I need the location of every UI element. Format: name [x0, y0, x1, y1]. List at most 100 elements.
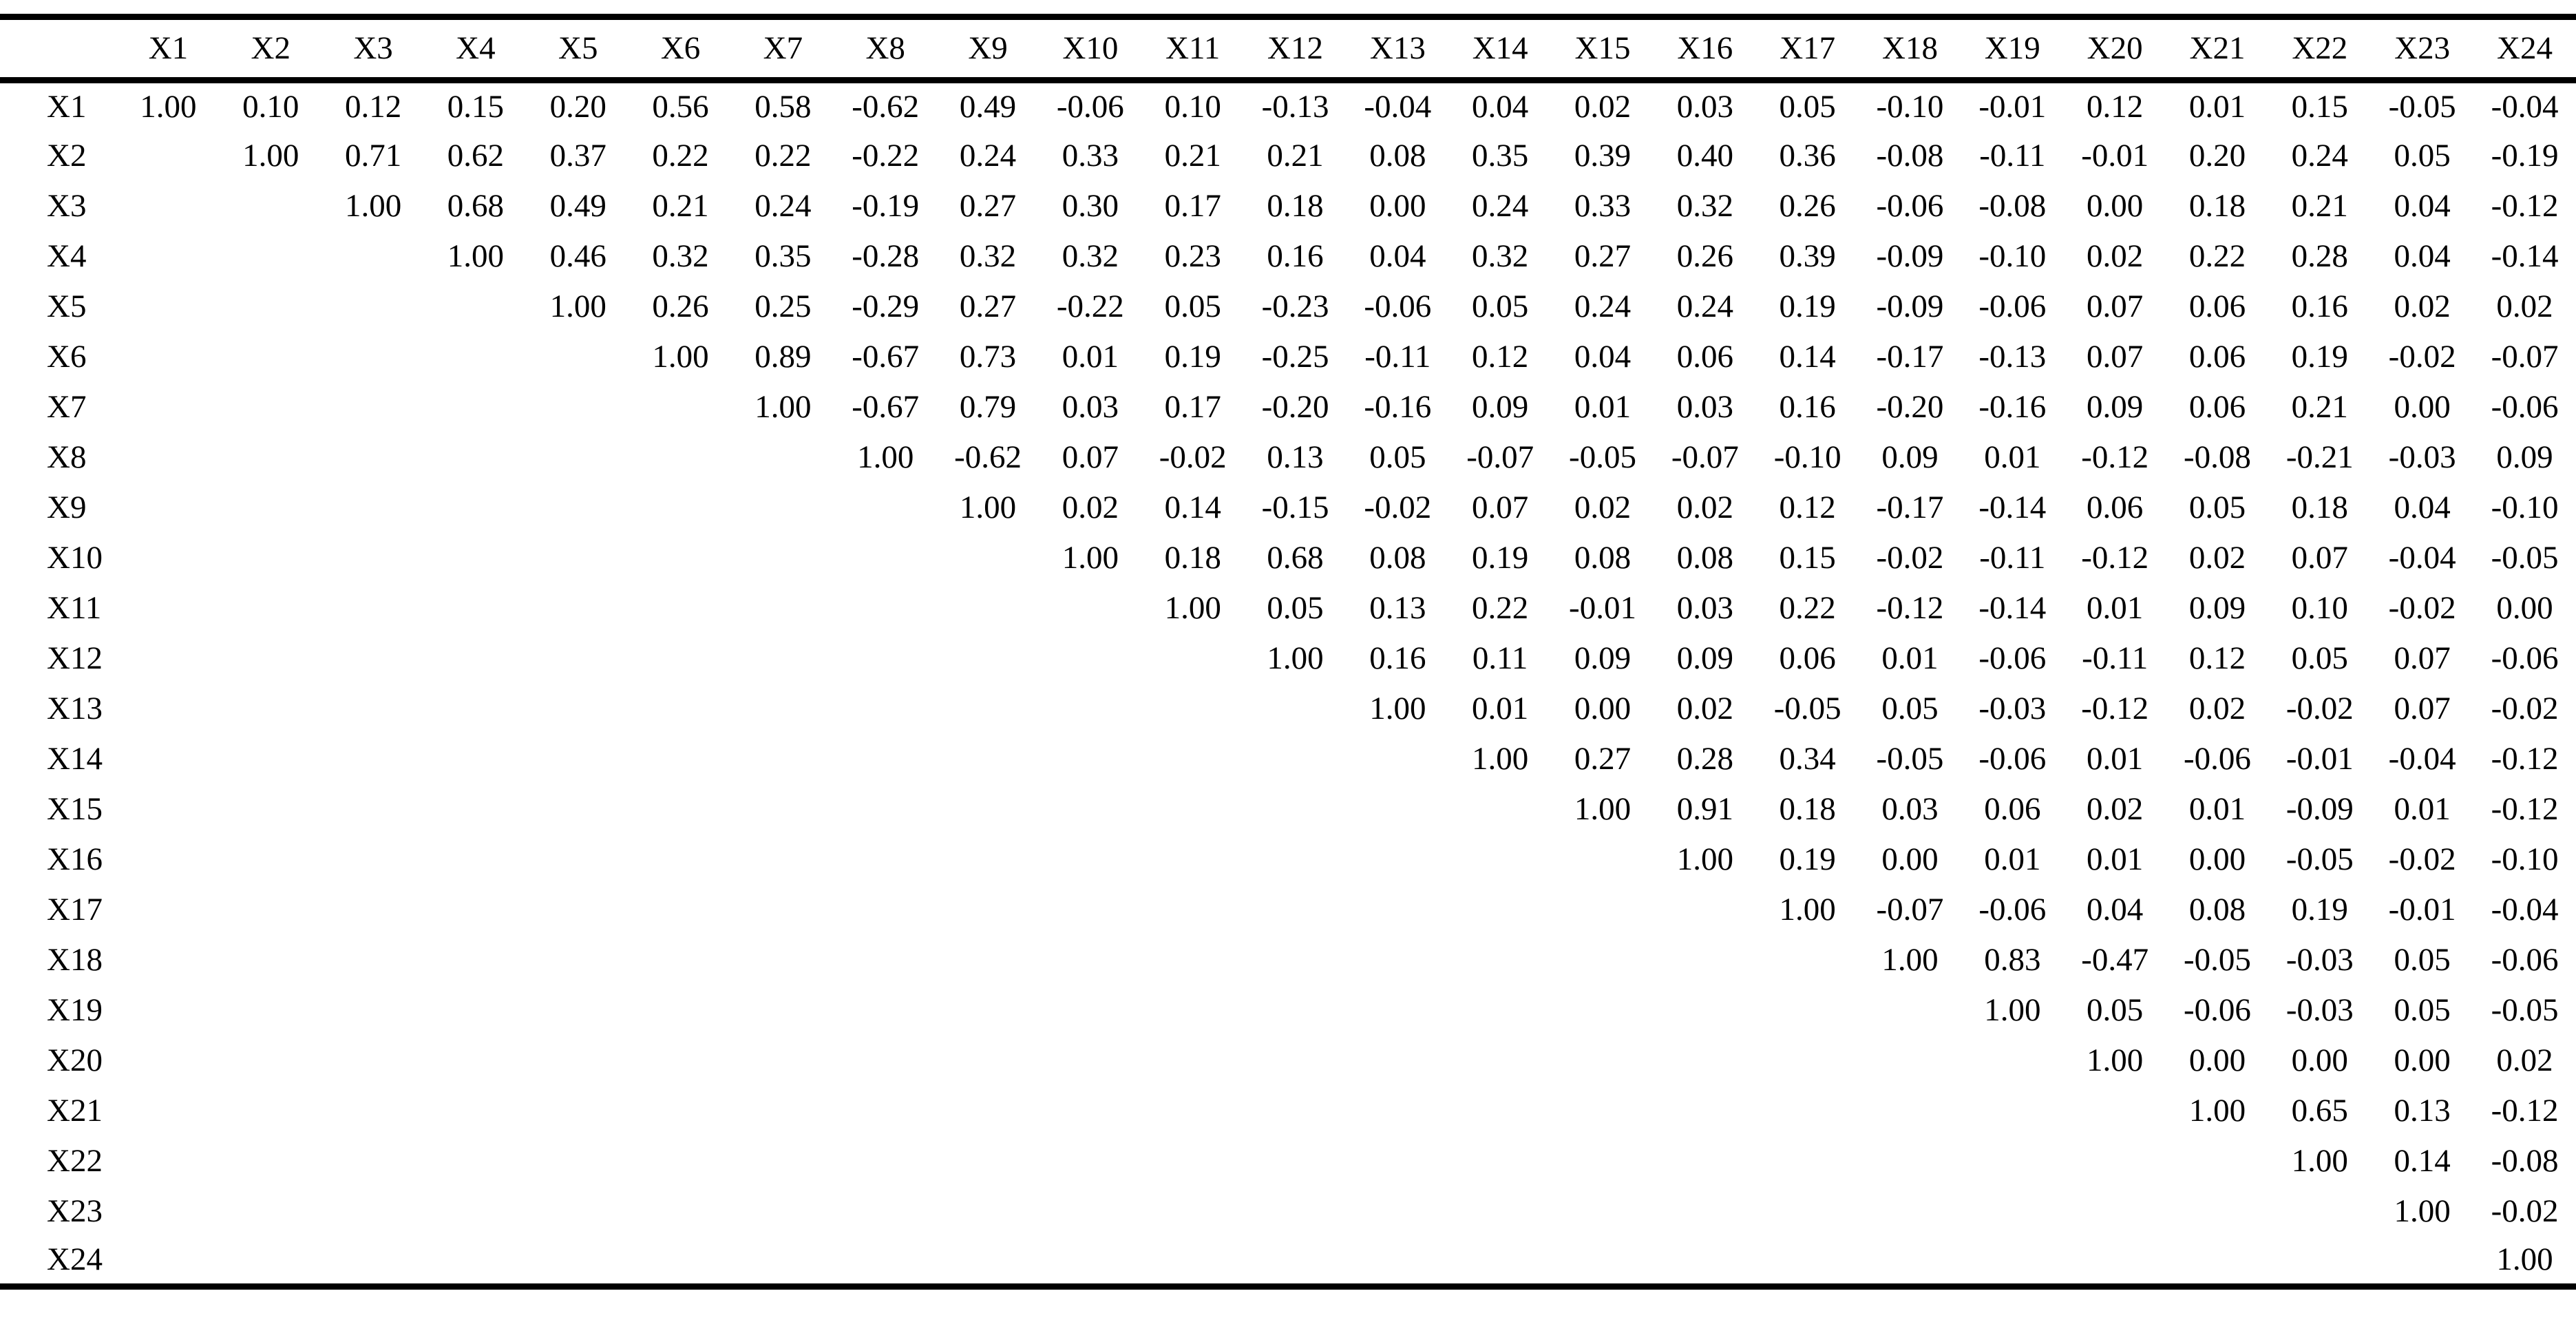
matrix-cell-X5-X14: 0.05: [1472, 288, 1529, 324]
matrix-cell-X14-X11: [1141, 734, 1244, 784]
matrix-cell-X23-X1: [117, 1186, 220, 1237]
matrix-cell-X21-X15: [1552, 1086, 1654, 1136]
matrix-cell-X20-X22: 0.00: [2291, 1042, 2348, 1078]
matrix-cell-X16-X11: [1141, 835, 1244, 885]
table-row-X24: X24 1.00: [0, 1237, 2576, 1287]
matrix-cell-X9-X2: [220, 483, 322, 533]
matrix-cell-X19-X17: [1756, 985, 1859, 1036]
matrix-cell-X14-X9: [937, 734, 1039, 784]
matrix-cell-X11-X18: -0.12: [1876, 589, 1944, 626]
matrix-cell-X23-X15: [1552, 1186, 1654, 1237]
row-label-X13: X13: [47, 690, 103, 726]
matrix-cell-X13-X2: [220, 684, 322, 734]
matrix-cell-X14-X21: -0.06: [2184, 740, 2251, 777]
matrix-cell-X20-X12: [1244, 1036, 1347, 1086]
matrix-cell-X13-X12: [1244, 684, 1347, 734]
matrix-cell-X14-X7: [732, 734, 834, 784]
matrix-cell-X10-X16: 0.08: [1676, 539, 1733, 576]
matrix-cell-X17-X4: [424, 885, 527, 935]
matrix-cell-X21-X4: [424, 1086, 527, 1136]
matrix-cell-X1-X24: -0.04: [2491, 88, 2559, 125]
matrix-cell-X10-X13: 0.08: [1369, 539, 1426, 576]
matrix-cell-X17-X19: -0.06: [1978, 891, 2047, 927]
matrix-cell-X22-X2: [220, 1136, 322, 1186]
matrix-cell-X16-X17: 0.19: [1779, 841, 1836, 877]
matrix-cell-X10-X22: 0.07: [2291, 539, 2348, 576]
matrix-cell-X6-X21: 0.06: [2188, 338, 2246, 375]
row-label-X24: X24: [47, 1241, 103, 1278]
matrix-cell-X3-X11: 0.17: [1164, 187, 1221, 224]
matrix-cell-X4-X7: 0.35: [754, 238, 812, 274]
matrix-cell-X1-X21: 0.01: [2188, 88, 2246, 125]
matrix-cell-X22-X6: [629, 1136, 732, 1186]
matrix-cell-X15-X6: [629, 784, 732, 835]
matrix-cell-X24-X19: [1961, 1237, 2064, 1287]
matrix-cell-X5-X17: 0.19: [1779, 288, 1836, 324]
matrix-cell-X14-X3: [322, 734, 425, 784]
column-header-X22: X22: [2292, 30, 2348, 66]
matrix-cell-X21-X18: [1859, 1086, 1961, 1136]
matrix-cell-X18-X14: [1449, 935, 1552, 985]
matrix-cell-X22-X22: 1.00: [2291, 1142, 2348, 1179]
matrix-cell-X15-X24: -0.12: [2491, 790, 2559, 827]
matrix-cell-X7-X16: 0.03: [1676, 388, 1733, 425]
matrix-cell-X8-X15: -0.05: [1569, 439, 1636, 475]
matrix-cell-X14-X12: [1244, 734, 1347, 784]
matrix-cell-X8-X20: -0.12: [2081, 439, 2149, 475]
matrix-cell-X10-X12: 0.68: [1267, 539, 1324, 576]
matrix-cell-X7-X18: -0.20: [1876, 388, 1944, 425]
matrix-cell-X1-X20: 0.12: [2087, 88, 2144, 125]
matrix-cell-X3-X14: 0.24: [1472, 187, 1529, 224]
matrix-cell-X2-X8: -0.22: [852, 137, 920, 174]
matrix-cell-X7-X15: 0.01: [1574, 388, 1632, 425]
matrix-cell-X5-X11: 0.05: [1164, 288, 1221, 324]
matrix-cell-X15-X21: 0.01: [2188, 790, 2246, 827]
matrix-cell-X6-X6: 1.00: [652, 338, 709, 375]
matrix-cell-X18-X9: [937, 935, 1039, 985]
matrix-cell-X11-X22: 0.10: [2291, 589, 2348, 626]
matrix-cell-X22-X1: [117, 1136, 220, 1186]
matrix-cell-X9-X10: 0.02: [1062, 489, 1119, 525]
matrix-cell-X22-X4: [424, 1136, 527, 1186]
matrix-cell-X6-X19: -0.13: [1978, 338, 2047, 375]
matrix-cell-X4-X17: 0.39: [1779, 238, 1836, 274]
matrix-cell-X13-X13: 1.00: [1369, 690, 1426, 726]
matrix-cell-X21-X13: [1347, 1086, 1449, 1136]
row-label-X5: X5: [47, 288, 87, 324]
table-row-X17: X17 1.00 -0.07 -0.06 0.04 0.08 0.19 -0.01 -0.04: [0, 885, 2576, 935]
matrix-cell-X13-X17: -0.05: [1773, 690, 1841, 726]
matrix-cell-X2-X9: 0.24: [959, 137, 1017, 174]
matrix-cell-X21-X12: [1244, 1086, 1347, 1136]
header-row: X1 X2 X3 X4 X5 X6 X7 X8 X9 X10 X11 X12 X13 X14 X15 X16 X…: [0, 17, 2576, 81]
matrix-cell-X22-X20: [2064, 1136, 2166, 1186]
matrix-cell-X16-X22: -0.05: [2285, 841, 2354, 877]
matrix-cell-X20-X14: [1449, 1036, 1552, 1086]
matrix-cell-X16-X12: [1244, 835, 1347, 885]
matrix-cell-X5-X19: -0.06: [1978, 288, 2047, 324]
matrix-cell-X1-X3: 0.12: [344, 88, 402, 125]
matrix-cell-X17-X23: -0.01: [2388, 891, 2456, 927]
matrix-cell-X21-X10: [1039, 1086, 1141, 1136]
matrix-cell-X22-X9: [937, 1136, 1039, 1186]
matrix-cell-X22-X19: [1961, 1136, 2064, 1186]
matrix-cell-X7-X20: 0.09: [2087, 388, 2144, 425]
matrix-cell-X7-X5: [527, 382, 629, 432]
matrix-cell-X1-X14: 0.04: [1472, 88, 1529, 125]
matrix-cell-X13-X9: [937, 684, 1039, 734]
matrix-cell-X23-X6: [629, 1186, 732, 1237]
matrix-cell-X15-X2: [220, 784, 322, 835]
matrix-cell-X2-X4: 0.62: [447, 137, 505, 174]
column-header-X2: X2: [251, 30, 291, 66]
matrix-cell-X5-X9: 0.27: [959, 288, 1017, 324]
matrix-cell-X16-X10: [1039, 835, 1141, 885]
column-header-X8: X8: [865, 30, 905, 66]
matrix-cell-X15-X15: 1.00: [1574, 790, 1632, 827]
matrix-cell-X6-X14: 0.12: [1472, 338, 1529, 375]
row-label-X22: X22: [47, 1142, 103, 1179]
matrix-cell-X12-X8: [834, 633, 937, 684]
matrix-cell-X16-X16: 1.00: [1676, 841, 1733, 877]
matrix-cell-X18-X7: [732, 935, 834, 985]
matrix-cell-X8-X18: 0.09: [1881, 439, 1939, 475]
matrix-cell-X22-X12: [1244, 1136, 1347, 1186]
matrix-cell-X20-X11: [1141, 1036, 1244, 1086]
